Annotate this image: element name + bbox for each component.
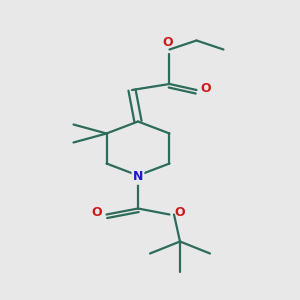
Text: O: O [174, 206, 184, 220]
Text: O: O [200, 82, 211, 95]
Text: O: O [163, 37, 173, 50]
Text: N: N [133, 170, 143, 184]
Text: O: O [92, 206, 102, 220]
